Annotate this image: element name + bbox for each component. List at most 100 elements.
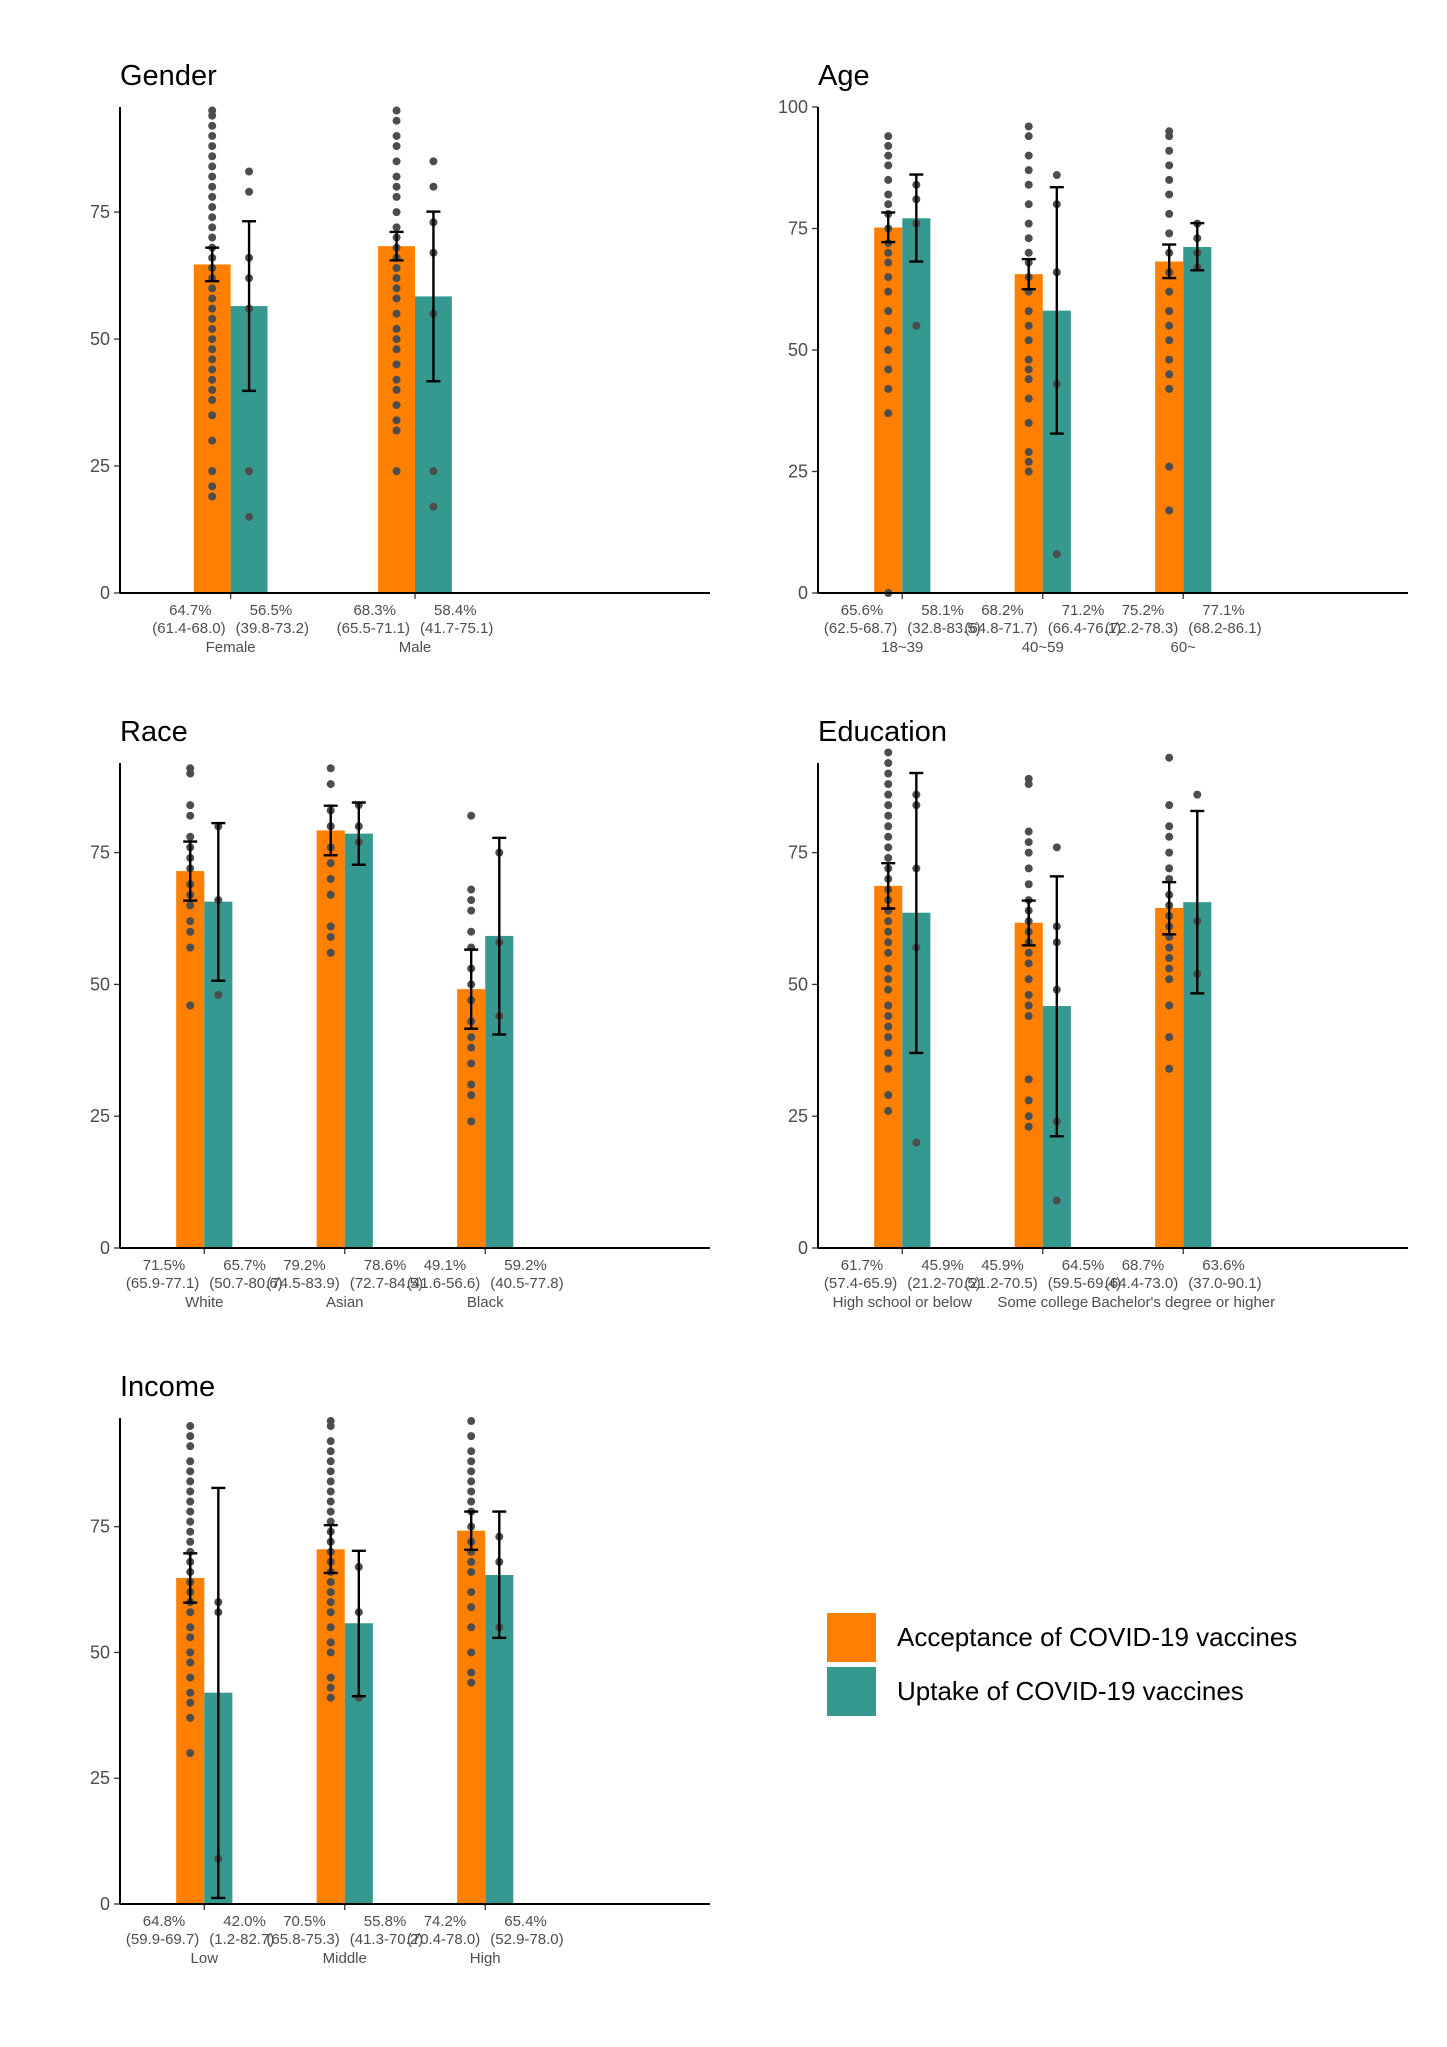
data-point-acceptance [392, 157, 401, 166]
category-label: Bachelor's degree or higher [1091, 1294, 1275, 1311]
data-point-acceptance [467, 1678, 476, 1687]
uptake-ci-label: (32.8-83.5) [907, 620, 980, 637]
data-point-acceptance [884, 287, 893, 296]
data-point-acceptance [467, 1588, 476, 1597]
data-point-acceptance [186, 1698, 195, 1707]
data-point-acceptance [208, 213, 217, 222]
y-tick-label: 25 [90, 456, 110, 476]
error-bar-uptake [1049, 185, 1064, 435]
data-point-acceptance [1024, 122, 1033, 131]
data-point-acceptance [208, 385, 217, 394]
y-tick-label: 75 [90, 843, 110, 863]
panel-race: Race 0 25 50 75 71.5%(65.9-77.1) 65.7%(50.7-80… [90, 716, 710, 1311]
data-point-acceptance [326, 1648, 335, 1657]
data-point-acceptance [326, 1693, 335, 1702]
data-point-uptake [245, 167, 254, 176]
data-point-acceptance [1024, 336, 1033, 345]
data-point-acceptance [467, 1648, 476, 1657]
acceptance-percent-label: 68.3% [353, 602, 396, 619]
uptake-percent-label: 71.2% [1062, 602, 1105, 619]
data-point-acceptance [884, 161, 893, 170]
acceptance-percent-label: 68.7% [1122, 1257, 1165, 1274]
error-bar-acceptance [389, 230, 404, 262]
category-label: 60~ [1171, 639, 1197, 656]
data-point-uptake [245, 512, 254, 521]
data-point-acceptance [884, 811, 893, 820]
uptake-ci-label: (41.7-75.1) [420, 620, 493, 637]
data-point-acceptance [392, 284, 401, 293]
data-point-acceptance [467, 1477, 476, 1486]
data-point-acceptance [467, 1059, 476, 1068]
data-point-acceptance [208, 284, 217, 293]
panel-title: Race [120, 716, 188, 748]
legend-label-uptake: Uptake of COVID-19 vaccines [897, 1675, 1244, 1706]
y-tick-label: 75 [90, 202, 110, 222]
data-point-acceptance [884, 1106, 893, 1115]
data-point-acceptance [392, 385, 401, 394]
data-point-acceptance [208, 436, 217, 445]
data-point-acceptance [1024, 774, 1033, 783]
y-tick-label: 100 [778, 97, 808, 117]
y-tick-label: 25 [788, 1106, 808, 1126]
data-point-acceptance [186, 1537, 195, 1546]
data-point-acceptance [208, 411, 217, 420]
error-bar-uptake [1190, 221, 1205, 272]
y-tick-label: 50 [788, 340, 808, 360]
panel-income: Income 0 25 50 75 64.8%(59.9-69.7) 42.0%(1.2-8… [90, 1371, 710, 1967]
data-point-acceptance [186, 1442, 195, 1451]
data-point-acceptance [467, 1487, 476, 1496]
panel-title: Age [818, 60, 870, 92]
uptake-percent-label: 56.5% [250, 602, 293, 619]
data-point-acceptance [884, 769, 893, 778]
bar-acceptance [457, 1530, 486, 1904]
data-point-acceptance [186, 1477, 195, 1486]
data-point-acceptance [1024, 990, 1033, 999]
acceptance-percent-label: 64.7% [169, 602, 212, 619]
data-point-acceptance [1165, 964, 1174, 973]
data-point-acceptance [326, 1417, 335, 1426]
y-tick-label: 75 [788, 219, 808, 239]
data-point-acceptance [884, 801, 893, 810]
error-bar-uptake [426, 210, 441, 383]
data-point-acceptance [1165, 307, 1174, 316]
panel-title: Gender [120, 60, 217, 92]
data-point-uptake [1193, 790, 1202, 799]
uptake-percent-label: 65.4% [504, 1913, 547, 1930]
data-point-acceptance [208, 182, 217, 191]
acceptance-percent-label: 70.5% [283, 1913, 326, 1930]
acceptance-percent-label: 79.2% [283, 1257, 326, 1274]
acceptance-percent-label: 49.1% [424, 1257, 467, 1274]
y-tick-label: 0 [100, 1238, 110, 1258]
data-point-acceptance [1165, 190, 1174, 199]
data-point-acceptance [326, 922, 335, 931]
panel-title: Income [120, 1371, 215, 1403]
acceptance-percent-label: 61.7% [841, 1257, 884, 1274]
data-point-acceptance [326, 1467, 335, 1476]
error-bar-uptake [351, 1549, 366, 1698]
error-bar-acceptance [881, 211, 896, 244]
acceptance-ci-label: (64.8-71.7) [964, 620, 1037, 637]
data-point-acceptance [326, 1507, 335, 1516]
panel-age: Age 0 25 50 75 100 65.6%(62.5-68.7) 58.1%(32.8-… [778, 60, 1408, 656]
y-tick-label: 0 [798, 583, 808, 603]
data-point-acceptance [326, 948, 335, 957]
error-bar-acceptance [881, 861, 896, 910]
data-point-acceptance [392, 416, 401, 425]
acceptance-ci-label: (65.5-71.1) [337, 620, 410, 637]
data-point-acceptance [467, 811, 476, 820]
data-point-acceptance [467, 1080, 476, 1089]
acceptance-percent-label: 74.2% [424, 1913, 467, 1930]
data-point-acceptance [326, 1517, 335, 1526]
data-point-acceptance [186, 1688, 195, 1697]
data-point-acceptance [1165, 321, 1174, 330]
data-point-acceptance [1165, 127, 1174, 136]
data-point-acceptance [1024, 975, 1033, 984]
data-point-acceptance [467, 1447, 476, 1456]
data-point-acceptance [467, 1417, 476, 1426]
data-point-acceptance [884, 141, 893, 150]
error-bar-acceptance [464, 1510, 479, 1552]
data-point-acceptance [467, 1091, 476, 1100]
data-point-acceptance [884, 273, 893, 282]
data-point-acceptance [884, 832, 893, 841]
data-point-acceptance [1165, 161, 1174, 170]
